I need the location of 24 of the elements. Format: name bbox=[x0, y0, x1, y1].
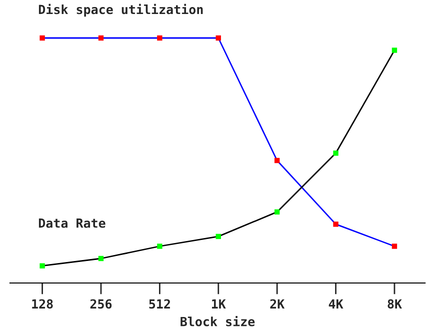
series-label: Disk space utilization bbox=[38, 4, 203, 17]
point bbox=[98, 256, 104, 262]
x-tick-label: 4K bbox=[328, 299, 344, 308]
point bbox=[333, 150, 338, 156]
point bbox=[40, 35, 45, 41]
point bbox=[274, 158, 280, 164]
x-tick-label: 1K bbox=[212, 299, 226, 308]
text: Data Rate bbox=[38, 218, 106, 228]
point bbox=[157, 244, 162, 249]
point bbox=[157, 35, 162, 41]
point bbox=[216, 234, 221, 240]
point bbox=[392, 244, 398, 249]
point bbox=[216, 35, 221, 41]
point bbox=[40, 263, 45, 268]
x-tick-label: 512 bbox=[149, 299, 170, 309]
x-axis-title: Block size bbox=[180, 316, 255, 326]
point bbox=[274, 209, 280, 215]
x-tick-label: 256 bbox=[90, 299, 112, 309]
x-tick-label: 128 bbox=[32, 299, 53, 309]
point bbox=[98, 35, 104, 41]
x-tick-label: 2K bbox=[270, 299, 285, 308]
x-tick-label: 8K bbox=[388, 299, 402, 309]
point bbox=[392, 48, 398, 53]
point bbox=[333, 222, 338, 227]
